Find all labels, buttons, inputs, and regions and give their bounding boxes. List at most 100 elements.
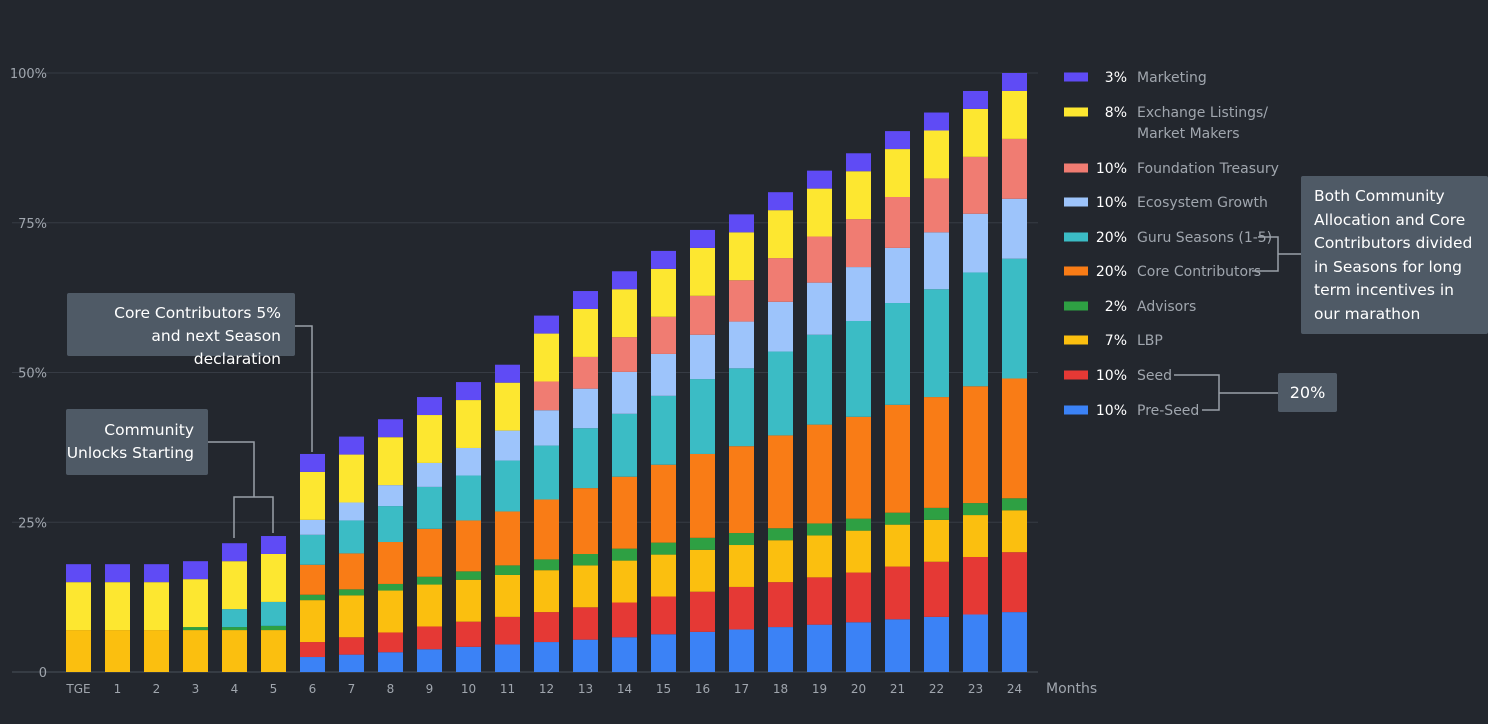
bar-segment bbox=[690, 379, 715, 454]
x-axis-title: Months bbox=[1046, 681, 1097, 697]
bar-segment bbox=[300, 564, 325, 595]
bar-segment bbox=[651, 316, 676, 354]
bar-segment bbox=[963, 108, 988, 157]
bar-segment bbox=[846, 219, 871, 268]
bar-segment bbox=[456, 579, 481, 622]
stacked-bars bbox=[66, 73, 1027, 672]
bar-segment bbox=[768, 627, 793, 672]
bar-segment bbox=[846, 171, 871, 220]
x-tick-label: 15 bbox=[656, 682, 671, 696]
bar-segment bbox=[378, 583, 403, 591]
bar-segment bbox=[573, 356, 598, 389]
x-tick-label: 3 bbox=[192, 682, 200, 696]
bar-segment bbox=[339, 637, 364, 655]
bar-segment bbox=[456, 400, 481, 448]
bar-segment bbox=[807, 523, 832, 536]
bar-segment bbox=[885, 303, 910, 405]
x-tick-label: 24 bbox=[1007, 682, 1022, 696]
bar-segment bbox=[807, 334, 832, 425]
bar-segment bbox=[768, 192, 793, 211]
bar-segment bbox=[651, 268, 676, 317]
bar-segment bbox=[963, 386, 988, 504]
bar-segment bbox=[729, 368, 754, 447]
bar-segment bbox=[612, 337, 637, 372]
bar-segment bbox=[807, 282, 832, 335]
legend-label: Pre-Seed bbox=[1137, 403, 1199, 419]
bar-segment bbox=[378, 632, 403, 653]
bar-segment bbox=[768, 301, 793, 352]
y-tick-label: 50% bbox=[18, 367, 47, 382]
bar-segment bbox=[534, 445, 559, 500]
bar-segment bbox=[300, 519, 325, 535]
legend-percent: 10% bbox=[1096, 195, 1127, 211]
core-callout-connector bbox=[295, 325, 313, 452]
bar-segment bbox=[495, 382, 520, 431]
bar-segment bbox=[924, 232, 949, 290]
bar-segment bbox=[846, 572, 871, 623]
bar-segment bbox=[378, 652, 403, 672]
bar-segment bbox=[300, 642, 325, 658]
bar-segment bbox=[924, 519, 949, 562]
bar-segment bbox=[729, 586, 754, 630]
bar-segment bbox=[183, 561, 208, 580]
bar-segment bbox=[729, 533, 754, 546]
bar-segment bbox=[924, 112, 949, 131]
bar-segment bbox=[885, 566, 910, 620]
bar-segment bbox=[924, 561, 949, 617]
bar-segment bbox=[417, 576, 442, 585]
bar-segment bbox=[690, 247, 715, 296]
bar-segment bbox=[222, 609, 247, 628]
bar-segment bbox=[729, 232, 754, 281]
bar-segment bbox=[612, 637, 637, 672]
x-tick-label: 2 bbox=[153, 682, 161, 696]
bar-segment bbox=[300, 534, 325, 565]
bar-segment bbox=[768, 210, 793, 259]
y-tick-label: 0 bbox=[39, 666, 47, 681]
x-tick-label: 6 bbox=[309, 682, 317, 696]
bar-segment bbox=[807, 188, 832, 237]
bar-segment bbox=[1002, 612, 1027, 672]
y-tick-label: 75% bbox=[18, 217, 47, 232]
bar-segment bbox=[807, 624, 832, 672]
core-contributors-callout: Core Contributors 5% and next Season dec… bbox=[67, 293, 295, 368]
x-tick-label: 5 bbox=[270, 682, 278, 696]
bar-segment bbox=[1002, 138, 1027, 199]
bar-segment bbox=[144, 630, 169, 672]
bar-segment bbox=[66, 582, 91, 631]
legend-swatch bbox=[1064, 301, 1088, 311]
bar-segment bbox=[846, 622, 871, 672]
bar-segment bbox=[183, 579, 208, 628]
bar-segment bbox=[729, 280, 754, 322]
bar-segment bbox=[417, 528, 442, 577]
bar-segment bbox=[924, 397, 949, 508]
bar-segment bbox=[651, 634, 676, 672]
bar-segment bbox=[495, 644, 520, 672]
legend-swatch bbox=[1064, 370, 1088, 380]
legend-label: Guru Seasons (1-5) bbox=[1137, 230, 1272, 246]
bar-segment bbox=[261, 625, 286, 631]
y-tick-label: 25% bbox=[18, 516, 47, 531]
bar-segment bbox=[729, 446, 754, 534]
bar-segment bbox=[339, 436, 364, 455]
bar-segment bbox=[1002, 510, 1027, 553]
bar-segment bbox=[729, 545, 754, 587]
bar-segment bbox=[573, 291, 598, 310]
bar-segment bbox=[846, 530, 871, 573]
bar-segment bbox=[378, 485, 403, 507]
bar-segment bbox=[300, 657, 325, 672]
bar-segment bbox=[963, 503, 988, 516]
bar-segment bbox=[534, 315, 559, 334]
bar-segment bbox=[573, 553, 598, 566]
bar-segment bbox=[963, 213, 988, 273]
x-tick-label: 23 bbox=[968, 682, 983, 696]
bar-segment bbox=[963, 556, 988, 615]
legend-swatch bbox=[1064, 232, 1088, 242]
x-tick-label: 13 bbox=[578, 682, 593, 696]
bar-segment bbox=[963, 614, 988, 672]
bar-segment bbox=[378, 437, 403, 486]
bar-segment bbox=[885, 247, 910, 304]
bar-segment bbox=[573, 388, 598, 429]
bar-segment bbox=[378, 419, 403, 438]
legend-percent: 2% bbox=[1105, 299, 1127, 315]
bar-segment bbox=[456, 571, 481, 580]
